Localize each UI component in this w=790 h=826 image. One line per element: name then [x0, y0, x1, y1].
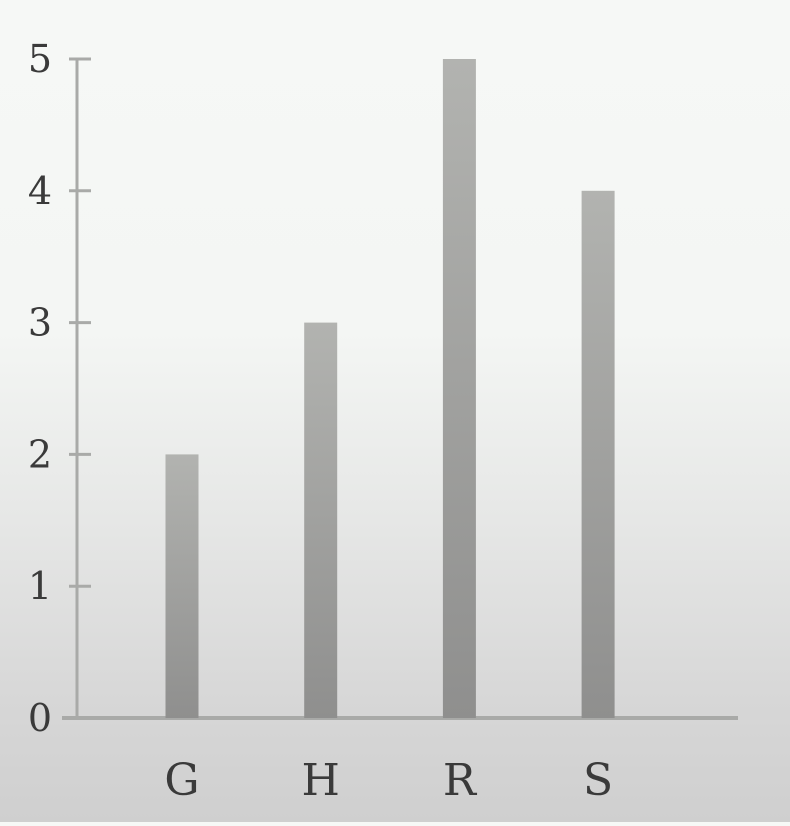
bar-r [442, 59, 476, 718]
y-tick-label: 4 [28, 169, 52, 213]
y-tick-label: 5 [28, 37, 52, 81]
y-tick-label: 2 [28, 432, 52, 476]
y-tick-label: 1 [28, 564, 52, 608]
x-tick-label: H [302, 755, 340, 806]
x-tick-label: G [164, 755, 199, 806]
bar-g [165, 454, 199, 718]
x-tick-label: S [583, 755, 613, 806]
y-tick-label: 3 [28, 301, 52, 345]
bar-s [581, 190, 615, 719]
y-tick-label: 0 [28, 696, 52, 740]
bar-h [304, 322, 338, 718]
y-axis: 0 1 2 3 4 5 [28, 37, 91, 740]
x-tick-label: R [443, 755, 478, 806]
bars [165, 59, 615, 719]
